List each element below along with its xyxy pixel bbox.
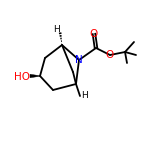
Text: H: H: [54, 26, 60, 35]
Polygon shape: [30, 74, 40, 78]
Text: O: O: [90, 29, 98, 39]
Text: H: H: [81, 92, 87, 100]
Text: N: N: [75, 55, 83, 65]
Text: O: O: [106, 50, 114, 60]
Text: HO: HO: [14, 72, 30, 82]
